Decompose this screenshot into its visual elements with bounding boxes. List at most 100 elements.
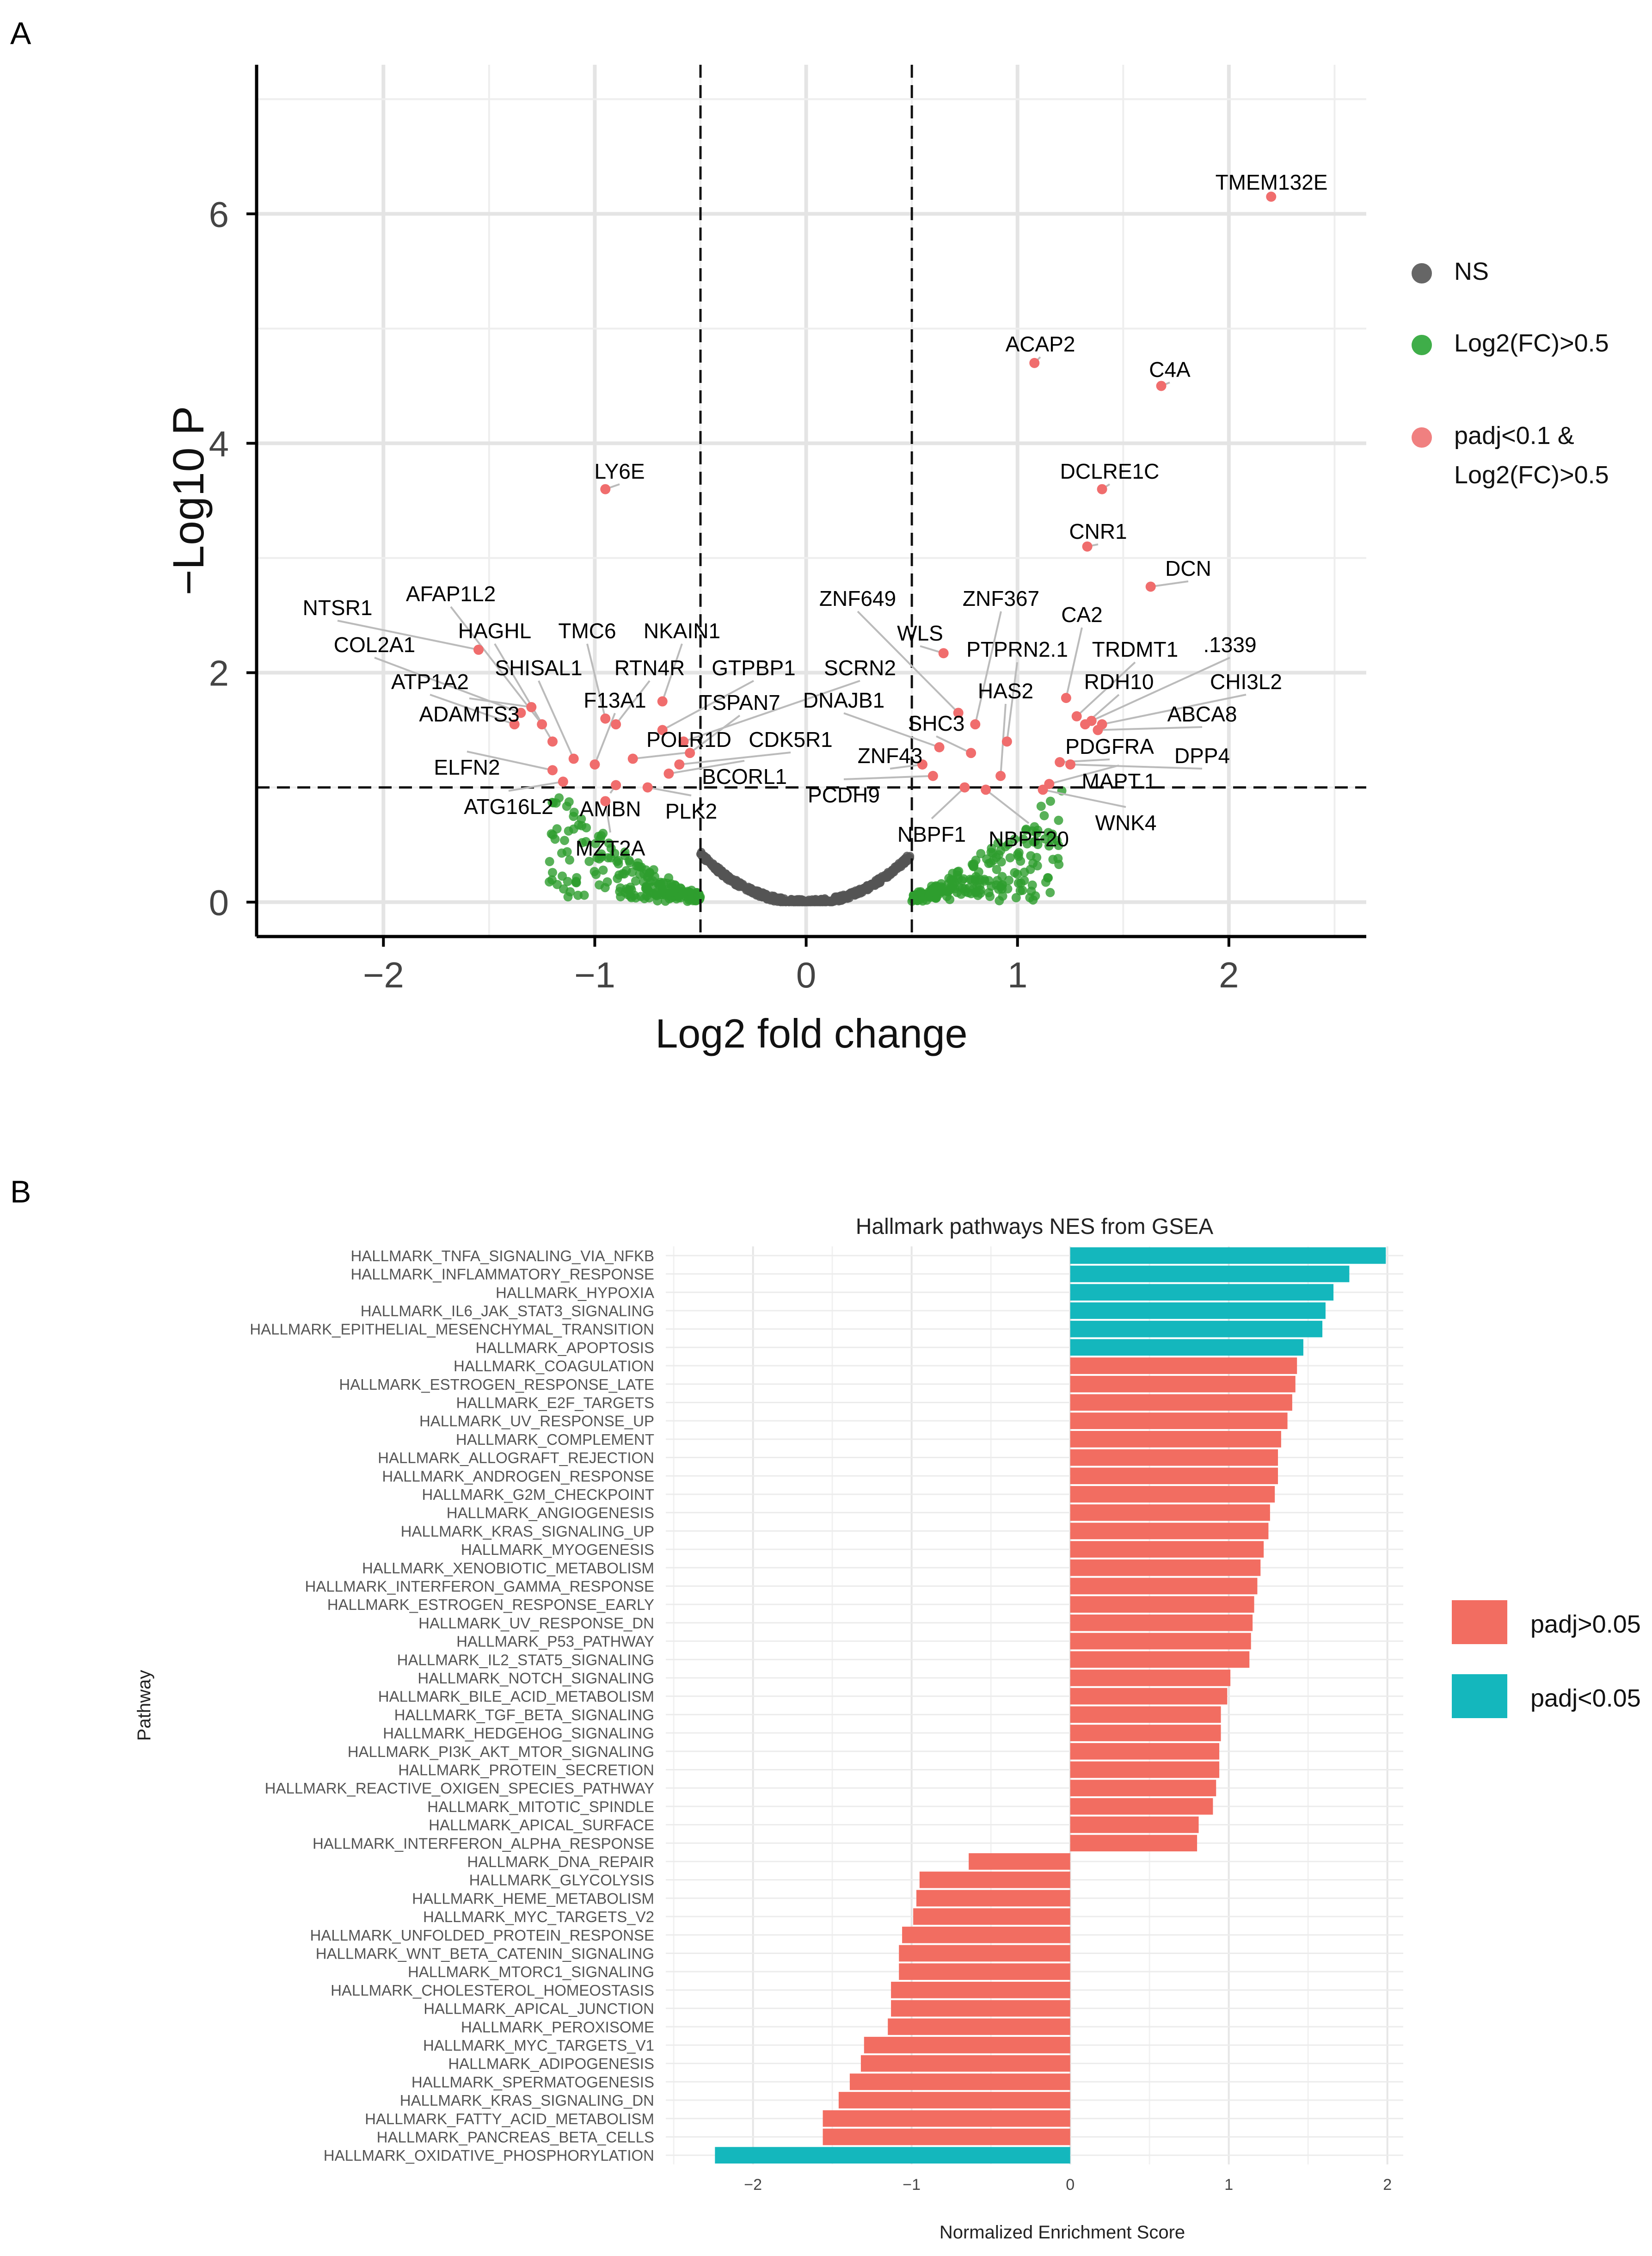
ns-point (798, 896, 806, 905)
sig-point (678, 736, 689, 747)
fc-point (1026, 864, 1035, 874)
label-connector (669, 760, 745, 775)
nes-bar (1070, 1504, 1270, 1521)
fc-point (616, 892, 626, 901)
gene-label: CNR1 (1069, 519, 1127, 543)
sig-point (600, 713, 611, 724)
pathway-label: HALLMARK_HEDGEHOG_SIGNALING (383, 1725, 654, 1742)
nes-bar (899, 1945, 1070, 1962)
gene-label: NKAIN1 (644, 619, 720, 643)
sig-point (927, 770, 938, 781)
sig-point (1071, 711, 1082, 721)
fc-point (1045, 796, 1055, 806)
nes-bar (969, 1853, 1070, 1870)
panel-letter-a: A (10, 16, 31, 51)
gene-label: RTN4R (614, 656, 685, 680)
fc-point (975, 881, 984, 891)
label-connector (538, 680, 575, 759)
pathway-label: HALLMARK_PANCREAS_BETA_CELLS (377, 2128, 654, 2145)
legend-label: NS (1454, 258, 1489, 285)
gene-label: LY6E (594, 459, 645, 483)
nes-bar (891, 2000, 1070, 2017)
legend-key (1412, 427, 1432, 448)
sig-point (1097, 484, 1107, 494)
fc-point (1044, 841, 1054, 851)
fc-point (948, 881, 958, 890)
fc-point (610, 849, 620, 858)
label-connector (1150, 580, 1189, 588)
sig-point (981, 784, 991, 795)
legend-key (1412, 263, 1432, 284)
gene-label: CA2 (1061, 603, 1102, 627)
pathway-label: HALLMARK_APOPTOSIS (476, 1339, 654, 1356)
label-connector (586, 643, 607, 719)
ns-point (781, 896, 790, 905)
sig-point (934, 742, 945, 752)
fc-point (963, 888, 973, 898)
y-tick-label: 0 (209, 882, 229, 923)
gene-label: POLR1D (646, 727, 731, 752)
label-connector (974, 611, 1002, 725)
ns-point (724, 875, 733, 884)
fc-point (1048, 855, 1058, 864)
pathway-label: HALLMARK_MYC_TARGETS_V1 (423, 2037, 654, 2054)
label-connector (615, 680, 651, 725)
pathway-label: HALLMARK_HEME_METABOLISM (412, 1890, 654, 1907)
fc-point (1026, 851, 1036, 861)
gene-label: MAPT.1 (1081, 769, 1156, 793)
x-tick-label: −1 (903, 2176, 921, 2194)
label-connector (890, 763, 923, 770)
fc-point (547, 797, 557, 807)
fc-point (614, 870, 624, 880)
fc-point (645, 893, 654, 903)
gene-label: TMEM132E (1216, 170, 1328, 194)
fc-point (1041, 877, 1050, 887)
fc-point (631, 876, 640, 886)
fc-point (626, 892, 635, 901)
fc-point (1054, 840, 1063, 850)
pathway-label: HALLMARK_DNA_REPAIR (467, 1853, 654, 1870)
ns-point (837, 896, 846, 905)
fc-point (1019, 834, 1028, 844)
fc-point (1054, 815, 1063, 825)
gene-label: HAGHL (458, 619, 531, 643)
sig-point (1080, 719, 1090, 730)
nes-bar (838, 2092, 1070, 2108)
fc-point (670, 889, 680, 899)
pathway-label: HALLMARK_OXIDATIVE_PHOSPHORYLATION (324, 2147, 654, 2164)
label-connector (1091, 657, 1230, 722)
sig-point (1001, 736, 1012, 747)
sig-point (558, 777, 568, 787)
sig-point (568, 753, 579, 764)
fc-point (942, 892, 952, 901)
fc-point (1027, 880, 1037, 890)
fc-point (1011, 893, 1021, 903)
gene-label: TMC6 (558, 619, 616, 643)
gene-label: C4A (1149, 358, 1191, 382)
nes-bar (891, 1981, 1070, 1998)
fc-point (987, 844, 996, 853)
ns-point (808, 898, 817, 906)
sig-point (1145, 581, 1156, 592)
fc-point (976, 849, 986, 858)
fc-point (545, 857, 554, 866)
sig-point (1055, 757, 1065, 767)
nes-bar (823, 2128, 1070, 2145)
pathway-label: HALLMARK_SPERMATOGENESIS (411, 2073, 654, 2090)
gene-label: COL2A1 (334, 633, 415, 657)
nes-bar (1070, 1743, 1220, 1760)
sig-point (473, 644, 484, 655)
nes-bar (1070, 1265, 1350, 1282)
fc-point (1005, 853, 1015, 863)
fc-point (565, 855, 574, 865)
nes-bar (1070, 1780, 1216, 1797)
nes-bar (919, 1871, 1070, 1888)
x-axis-title: Normalized Enrichment Score (940, 2222, 1185, 2243)
label-connector (679, 752, 791, 765)
pathway-label: HALLMARK_REACTIVE_OXIGEN_SPECIES_PATHWAY (265, 1780, 654, 1797)
pathway-label: HALLMARK_CHOLESTEROL_HOMEOSTASIS (331, 1982, 654, 1999)
label-connector (936, 735, 972, 754)
legend-key (1412, 335, 1432, 355)
fc-point (909, 894, 919, 904)
fc-point (656, 877, 665, 887)
